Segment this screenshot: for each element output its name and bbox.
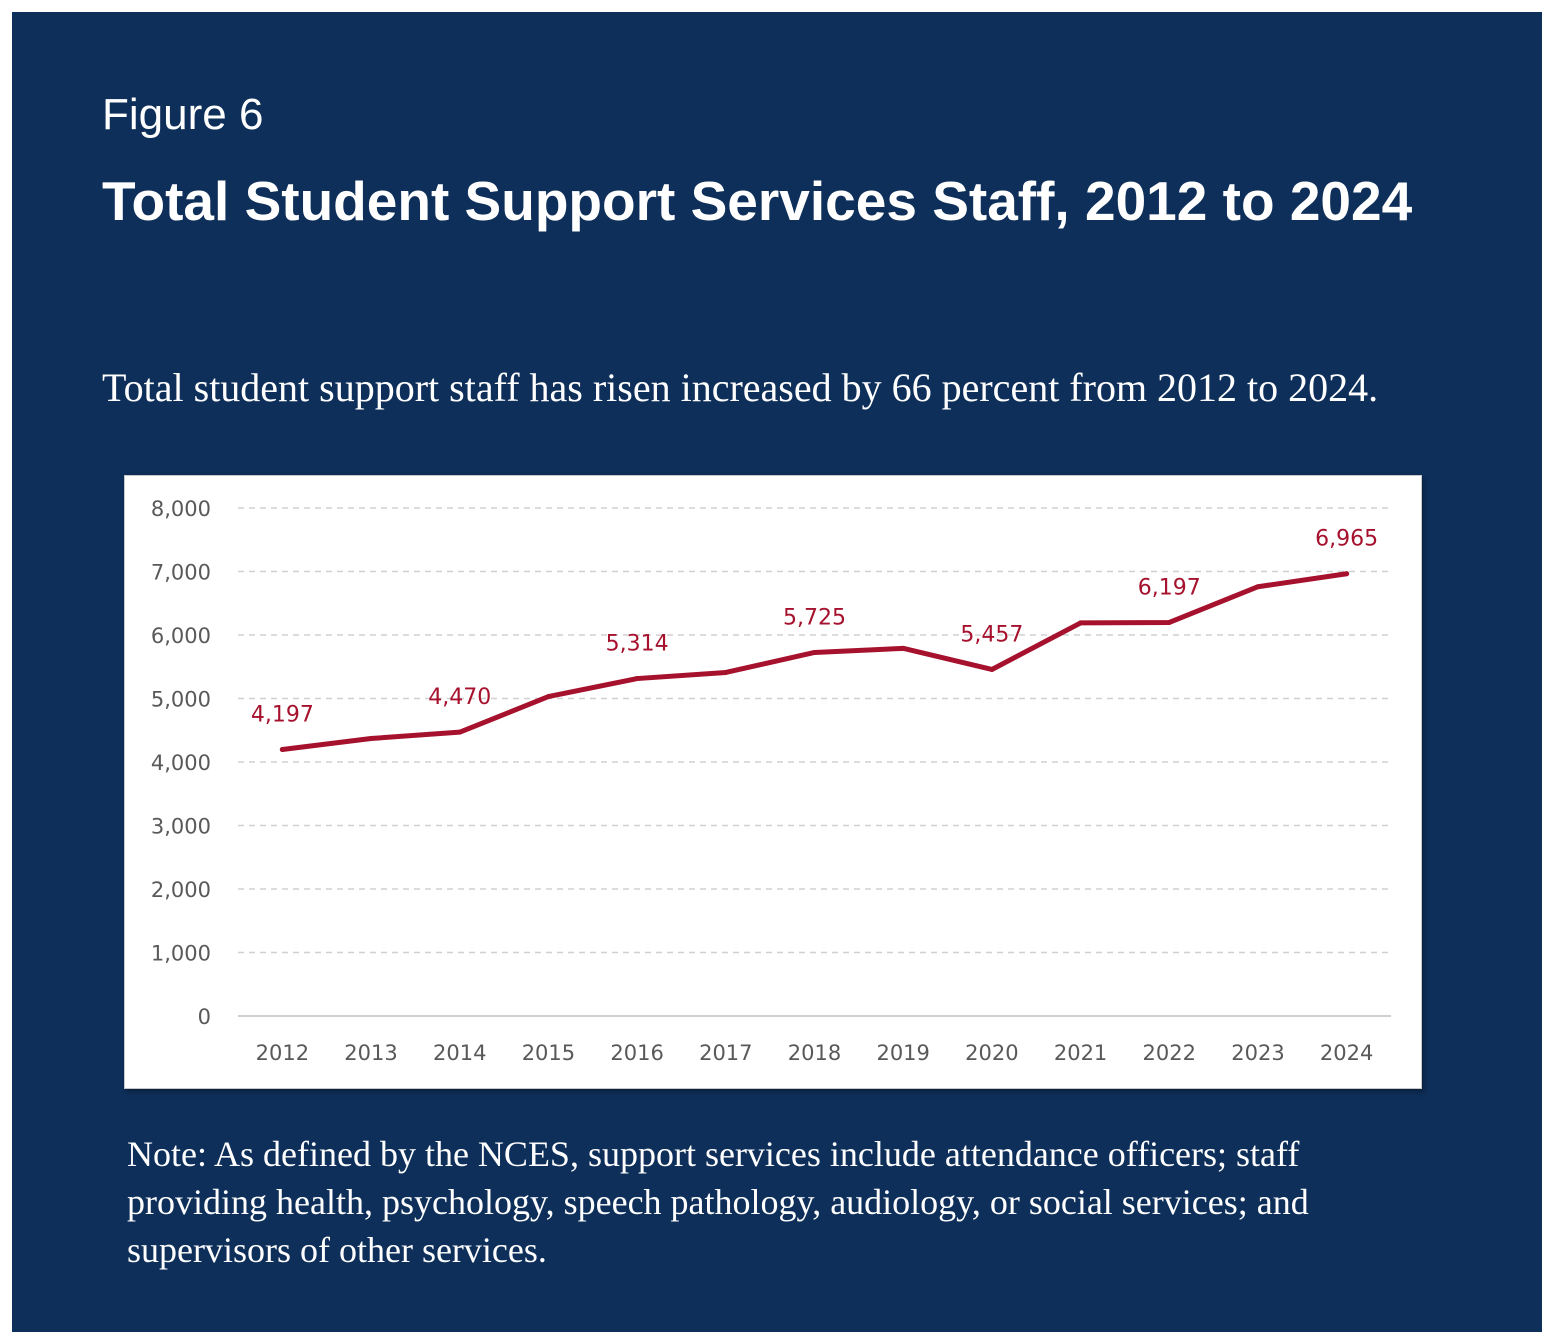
- data-label: 5,314: [606, 632, 669, 657]
- x-tick-label: 2023: [1231, 1041, 1284, 1065]
- data-point: [812, 649, 817, 655]
- data-point: [1344, 571, 1350, 577]
- data-label: 6,965: [1315, 527, 1378, 552]
- x-tick-label: 2019: [876, 1041, 929, 1065]
- x-tick-label: 2020: [965, 1041, 1018, 1065]
- figure-title: Total Student Support Services Staff, 20…: [102, 170, 1413, 232]
- y-tick-label: 6,000: [151, 624, 211, 648]
- figure-panel: Figure 6 Total Student Support Services …: [12, 12, 1542, 1332]
- x-tick-label: 2024: [1320, 1041, 1373, 1065]
- figure-label: Figure 6: [102, 90, 264, 139]
- data-point: [545, 694, 551, 700]
- x-tick-label: 2022: [1143, 1041, 1196, 1065]
- x-tick-label: 2014: [433, 1041, 486, 1065]
- chart-container: 0 1,000 2,000 3,000 4,000 5,000 6,000 7,000 8,00…: [124, 475, 1422, 1089]
- figure-subtitle: Total student support staff has risen in…: [102, 365, 1379, 410]
- x-tick-label: 2017: [699, 1041, 752, 1065]
- y-tick-label: 5,000: [151, 688, 211, 712]
- y-tick-label: 8,000: [151, 497, 211, 521]
- x-tick-label: 2021: [1054, 1041, 1107, 1065]
- x-tick-label: 2016: [610, 1041, 663, 1065]
- data-point: [279, 746, 285, 752]
- data-label: 4,470: [428, 685, 491, 710]
- x-tick-label: 2012: [256, 1041, 309, 1065]
- x-tick-label: 2018: [788, 1041, 841, 1065]
- data-point: [1166, 619, 1172, 625]
- y-tick-label: 0: [198, 1005, 211, 1029]
- x-tick-label: 2013: [344, 1041, 397, 1065]
- data-label: 5,457: [960, 622, 1023, 647]
- y-tick-label: 1,000: [151, 942, 211, 966]
- data-point: [989, 666, 995, 672]
- data-label: 6,197: [1138, 575, 1201, 600]
- data-point: [368, 736, 374, 742]
- data-point: [900, 645, 906, 651]
- x-tick-label: 2015: [522, 1041, 575, 1065]
- y-tick-label: 4,000: [151, 751, 211, 775]
- data-point: [1255, 584, 1261, 590]
- data-point: [457, 729, 463, 735]
- y-tick-label: 2,000: [151, 878, 211, 902]
- data-label: 4,197: [251, 702, 314, 727]
- data-point: [723, 669, 729, 675]
- data-label: 5,725: [783, 605, 846, 630]
- figure-note: Note: As defined by the NCES, support se…: [127, 1134, 1309, 1270]
- data-point: [634, 676, 640, 682]
- y-tick-label: 7,000: [151, 561, 211, 585]
- line-chart: 0 1,000 2,000 3,000 4,000 5,000 6,000 7,000 8,00…: [151, 497, 1391, 1065]
- data-point: [1078, 620, 1084, 626]
- y-tick-label: 3,000: [151, 815, 211, 839]
